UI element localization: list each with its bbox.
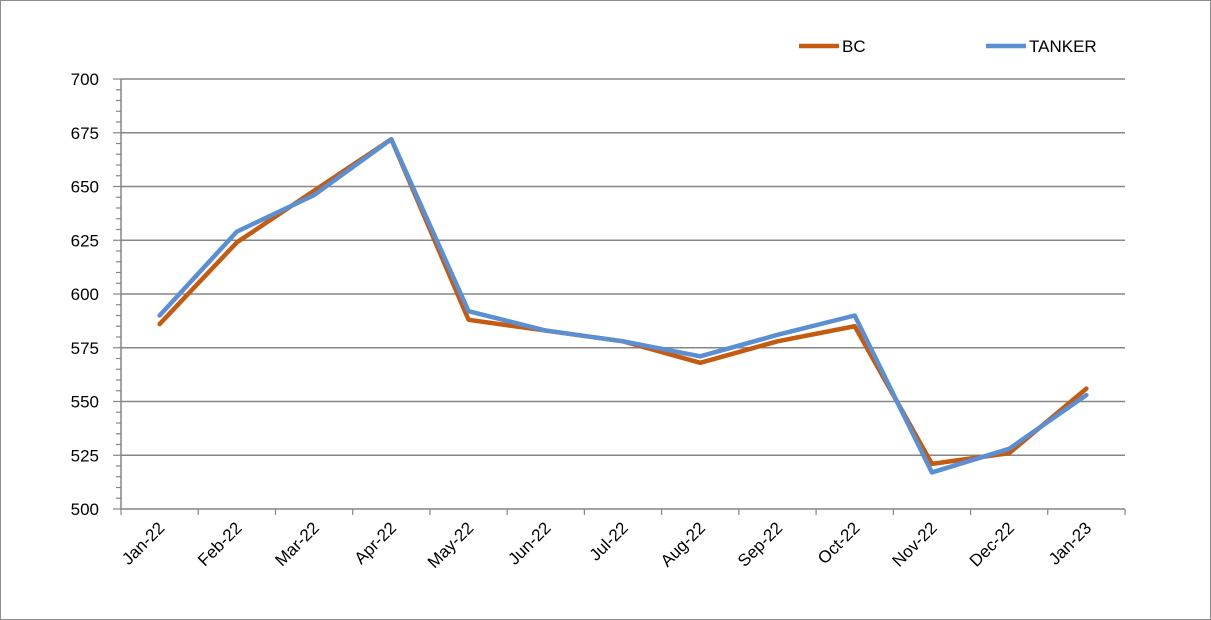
x-tick-label: Oct-22 bbox=[814, 518, 864, 568]
series-line-tanker bbox=[157, 136, 1089, 475]
y-tick-label: 600 bbox=[71, 285, 99, 304]
axes bbox=[113, 78, 1126, 515]
x-tick-label: Jan-23 bbox=[1045, 518, 1095, 568]
x-tick-labels: Jan-22 Feb-22 Mar-22 Apr-22 May-22 Jun-22 Jul-… bbox=[118, 518, 1095, 572]
y-tick-label: 525 bbox=[71, 446, 99, 465]
y-tick-label: 675 bbox=[71, 124, 99, 143]
y-tick-label: 500 bbox=[71, 500, 99, 519]
series-lines bbox=[157, 136, 1089, 475]
x-tick-label: Mar-22 bbox=[271, 518, 323, 570]
x-tick-label: Apr-22 bbox=[351, 518, 401, 568]
x-tick-label: May-22 bbox=[424, 518, 478, 572]
y-tick-labels: 700 675 650 625 600 575 550 525 500 bbox=[71, 70, 99, 519]
gridlines bbox=[121, 78, 1125, 456]
legend-label-bc: BC bbox=[842, 37, 866, 56]
legend-label-tanker: TANKER bbox=[1029, 37, 1097, 56]
x-tick-label: Nov-22 bbox=[889, 518, 941, 570]
x-tick-label: Jul-22 bbox=[586, 518, 632, 564]
x-tick-label: Feb-22 bbox=[194, 518, 246, 570]
y-tick-label: 550 bbox=[71, 393, 99, 412]
y-tick-label: 700 bbox=[71, 70, 99, 89]
legend: BC TANKER bbox=[799, 37, 1097, 56]
y-tick-label: 650 bbox=[71, 178, 99, 197]
y-tick-label: 575 bbox=[71, 339, 99, 358]
x-tick-label: Aug-22 bbox=[657, 518, 709, 570]
y-tick-label: 625 bbox=[71, 231, 99, 250]
x-tick-label: Jan-22 bbox=[118, 518, 168, 568]
x-tick-label: Dec-22 bbox=[966, 518, 1018, 570]
x-tick-label: Sep-22 bbox=[734, 518, 786, 570]
series-line-bc bbox=[157, 136, 1089, 467]
x-tick-label: Jun-22 bbox=[504, 518, 554, 568]
